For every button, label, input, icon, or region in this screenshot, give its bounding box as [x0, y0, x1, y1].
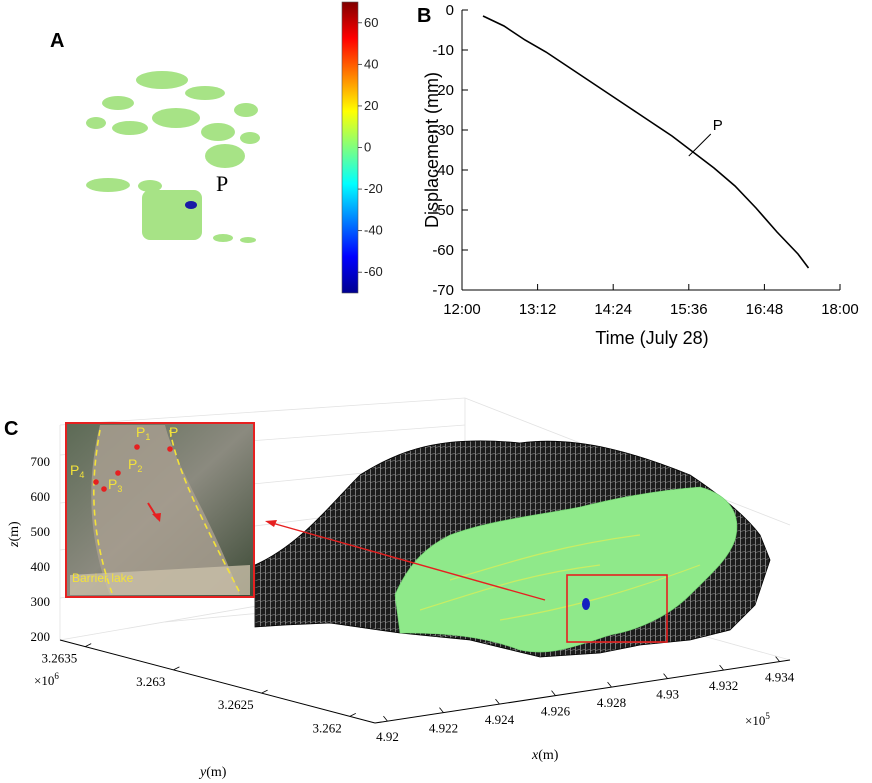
x-tick-3d [439, 707, 444, 713]
y-tick-3d [349, 713, 356, 717]
x-axis-multiplier: ×105 [745, 711, 770, 728]
inset-point-label: P1 [136, 424, 150, 442]
y-tick-label: -70 [432, 282, 454, 299]
annotation-leader [688, 133, 712, 157]
y-tick-label: -60 [432, 242, 454, 259]
inset-point-marker [101, 486, 107, 492]
y-tick-label-3d: 3.263 [136, 674, 165, 689]
x-tick-label-3d: 4.922 [429, 721, 458, 736]
inset-point-label: P [169, 424, 178, 440]
x-tick-label-3d: 4.92 [376, 729, 399, 744]
x-tick-label-3d: 4.932 [709, 678, 738, 693]
colorbar-tick-label: 40 [364, 56, 378, 71]
y-tick-label: -30 [432, 122, 454, 139]
y-tick-label-3d: 3.2635 [41, 651, 77, 666]
x-tick-label-3d: 4.926 [541, 704, 571, 719]
x-tick-3d [383, 715, 388, 722]
inset-points: P1 P2 P3 P4 P [70, 424, 178, 494]
y-tick-label: -20 [432, 82, 454, 99]
x-tick-label: 15:36 [670, 301, 708, 318]
panel-b-displacement-chart: 0 -10 -20 -30 -40 -50 -60 -70 12:00 13:12 14:24 15… [422, 2, 859, 348]
y-axis-label-3d: y(m) [198, 765, 227, 780]
pointer-arrow-line [271, 522, 546, 601]
x-tick-label-3d: 4.924 [485, 712, 515, 727]
panel-label-c: C [4, 418, 19, 440]
y-ticks: 0 -10 -20 -30 -40 -50 -60 -70 [432, 2, 468, 299]
x-tick-label: 18:00 [821, 301, 859, 318]
y-tick-label: -50 [432, 202, 454, 219]
inset-point-label: P2 [128, 456, 142, 474]
pointer-arrow-head [265, 520, 277, 527]
z-tick-label: 400 [31, 559, 51, 574]
x-tick-3d [607, 681, 612, 688]
y-tick-3d [85, 643, 92, 647]
x-axis-line-3d [374, 659, 791, 724]
y-tick-label: 0 [446, 2, 454, 19]
inset-point-marker [115, 470, 121, 476]
blue-anomaly-spot-3d [582, 598, 590, 610]
x-ticks: 12:00 13:12 14:24 15:36 16:48 18:00 [443, 284, 859, 318]
colorbar-tick-label: 60 [364, 15, 378, 30]
inset-point-marker [167, 446, 173, 452]
colorbar-tick-label: 20 [364, 98, 378, 113]
z-tick-label: 700 [31, 454, 51, 469]
y-tick-3d [261, 689, 268, 694]
z-tick-label: 300 [31, 594, 51, 609]
x-axis-label: Time (July 28) [595, 328, 708, 348]
annotation-p: P [713, 117, 723, 134]
x-tick-label-3d: 4.928 [597, 695, 626, 710]
inset-point-marker [93, 479, 99, 485]
panel-label-b: B [417, 5, 432, 27]
deformation-patches [86, 71, 260, 243]
z-axis-ticks: 700 600 500 400 300 200 [31, 454, 51, 644]
x-axis-label-3d: x(m) [531, 748, 559, 763]
colorbar-tick-label: -20 [364, 181, 383, 196]
y-axis-line-3d [59, 639, 376, 724]
y-tick-label: -40 [432, 162, 454, 179]
y-tick-3d [173, 666, 180, 671]
y-tick-label-3d: 3.262 [313, 720, 342, 735]
x-axis-ticks: 4.92 4.922 4.924 4.926 4.928 4.93 4.932 4.934 [376, 656, 795, 744]
x-tick-3d [663, 673, 668, 679]
x-tick-label: 16:48 [746, 301, 784, 318]
colorbar-tick-label: -60 [364, 264, 383, 279]
z-axis-label: z(m) [7, 521, 22, 548]
overlay-texture [419, 534, 701, 621]
x-tick-label: 12:00 [443, 301, 481, 318]
colorbar-tick-label: -40 [364, 223, 383, 238]
x-tick-3d [495, 698, 500, 705]
y-axis-ticks: 3.2635 3.263 3.2625 3.262 [41, 643, 356, 735]
inset-point-label: P3 [108, 476, 122, 494]
inset-point-label: P4 [70, 462, 84, 480]
y-tick-label: -10 [432, 42, 454, 59]
colorbar [341, 1, 359, 294]
x-tick-label-3d: 4.93 [656, 687, 679, 702]
z-tick-label: 500 [31, 524, 51, 539]
x-tick-label: 14:24 [594, 301, 632, 318]
y-axis-multiplier: ×106 [34, 671, 59, 688]
colorbar-ticks: 60 40 20 0 -20 -40 -60 [358, 15, 383, 279]
y-tick-label-3d: 3.2625 [218, 697, 254, 712]
x-tick-3d [775, 656, 780, 662]
panel-label-a: A [50, 30, 65, 52]
panel-c-3d-surface: P1 P2 P3 P4 P Barrier lake 700 600 500 400 300 20… [7, 397, 795, 780]
highlight-box [566, 574, 668, 643]
panel-a-deformation-map: P 60 40 20 0 -20 -40 -60 [86, 1, 383, 294]
y-axis-label: Displacement (mm) [422, 72, 442, 228]
x-tick-3d [719, 664, 724, 671]
inset-point-marker [134, 444, 140, 450]
inset-photo [65, 422, 255, 598]
x-tick-label: 13:12 [519, 301, 557, 318]
z-tick-label: 200 [31, 629, 51, 644]
x-tick-3d [551, 690, 556, 696]
inset-lake-label: Barrier lake [72, 571, 134, 585]
blue-anomaly-spot [185, 201, 197, 209]
colorbar-tick-label: 0 [364, 140, 371, 155]
z-tick-label: 600 [31, 489, 51, 504]
series-line-displacement [482, 15, 810, 269]
x-tick-label-3d: 4.934 [765, 670, 795, 685]
point-label-p: P [216, 171, 228, 196]
